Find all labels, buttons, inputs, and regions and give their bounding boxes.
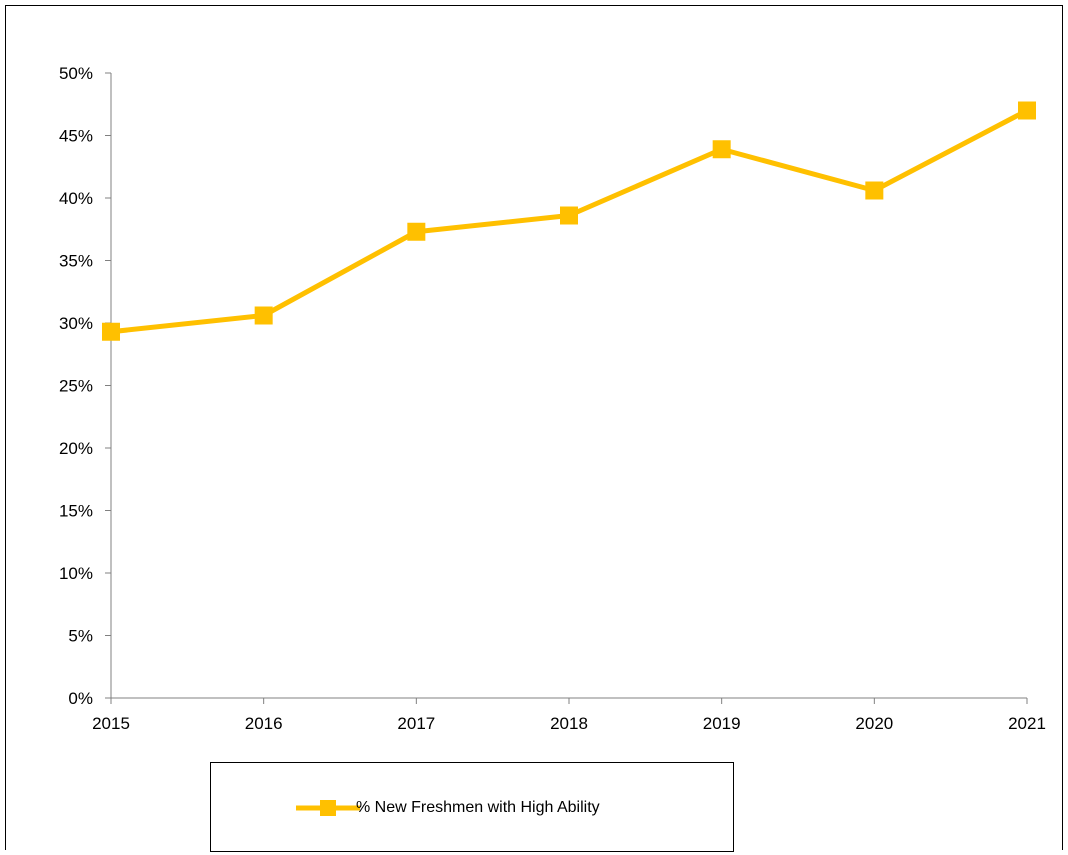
x-tick-label: 2021	[1008, 714, 1046, 733]
y-tick-label: 15%	[59, 502, 93, 521]
y-tick-label: 20%	[59, 439, 93, 458]
y-tick-label: 30%	[59, 314, 93, 333]
y-tick-label: 35%	[59, 252, 93, 271]
legend-label: % New Freshmen with High Ability	[356, 799, 600, 816]
x-tick-label: 2017	[397, 714, 435, 733]
data-point-marker	[865, 181, 884, 200]
data-point-marker	[1018, 101, 1036, 120]
data-point-marker	[407, 222, 426, 241]
chart-frame	[5, 5, 1063, 850]
tick-labels: 0% 5% 10% 15% 20% 25% 30% 35% 40% 45% 50% 2015 2016 2…	[59, 64, 1046, 733]
y-tick-label: 10%	[59, 564, 93, 583]
y-tick-label: 45%	[59, 127, 93, 146]
y-tick-label: 40%	[59, 189, 93, 208]
data-point-marker	[254, 306, 273, 325]
x-tick-label: 2016	[245, 714, 283, 733]
x-tick-label: 2015	[92, 714, 130, 733]
series-group	[102, 101, 1036, 341]
x-tick-label: 2018	[550, 714, 588, 733]
y-tick-label: 0%	[68, 689, 93, 708]
x-tick-label: 2019	[703, 714, 741, 733]
y-tick-label: 25%	[59, 377, 93, 396]
legend: % New Freshmen with High Ability	[210, 762, 734, 852]
axes	[105, 72, 1028, 704]
data-point-marker	[102, 322, 120, 341]
y-tick-label: 50%	[59, 64, 93, 83]
data-point-marker	[712, 140, 731, 159]
legend-marker-icon	[296, 800, 360, 816]
data-point-marker	[560, 206, 578, 225]
x-tick-label: 2020	[855, 714, 893, 733]
y-tick-label: 5%	[68, 627, 93, 646]
